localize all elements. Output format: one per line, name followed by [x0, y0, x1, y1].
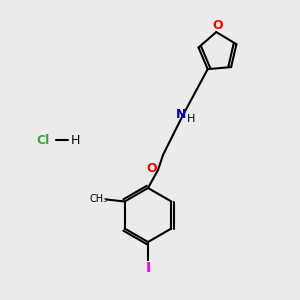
Text: I: I [146, 261, 151, 275]
Text: CH₃: CH₃ [90, 194, 108, 203]
Text: O: O [212, 19, 223, 32]
Text: Cl: Cl [36, 134, 50, 146]
Text: N: N [176, 109, 186, 122]
Text: H: H [70, 134, 80, 146]
Text: O: O [147, 163, 157, 176]
Text: H: H [187, 114, 195, 124]
